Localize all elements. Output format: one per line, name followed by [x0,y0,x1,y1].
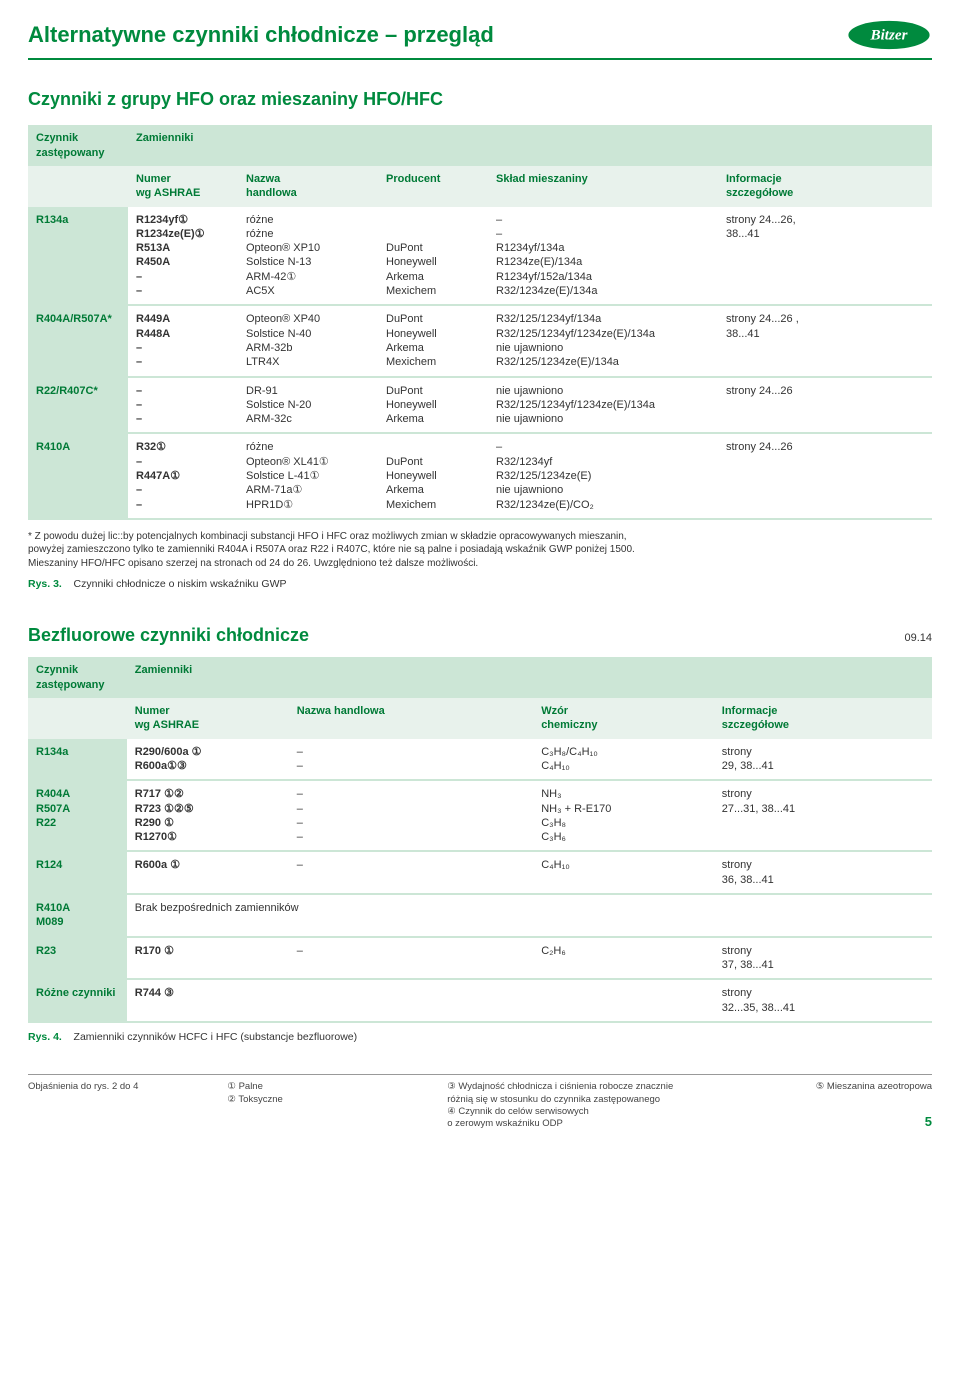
cell-trade-name: Opteon® XP40Solstice N-40ARM-32bLTR4X [238,305,378,376]
cell-ashrae: R1234yf①R1234ze(E)①R513AR450A–– [128,207,238,306]
cell-info: strony32...35, 38...41 [714,979,932,1022]
footer-mid2: ③ Wydajność chłodnicza i ciśnienia roboc… [439,1081,781,1130]
cell-ashrae: R600a ① [127,851,289,894]
page-header: Alternatywne czynniki chłodnicze – przeg… [28,18,932,60]
table-row: R134aR1234yf①R1234ze(E)①R513AR450A––różn… [28,207,932,306]
cell-refrigerant: R22/R407C* [28,377,128,434]
section1-footnote: * Z powodu dużej lic::by potencjalnych k… [28,530,932,571]
cell-trade-name: –– [289,739,533,781]
th-sub-ashrae: Numerwg ASHRAE [128,166,238,207]
table-row: R22/R407C*–––DR-91Solstice N-20ARM-32cDu… [28,377,932,434]
th2-c1: Czynnikzastępowany [28,657,127,698]
th2-sub-wzor: Wzórchemiczny [533,698,714,739]
table-hfo: Czynnikzastępowany Zamienniki Numerwg AS… [28,125,932,520]
cell-trade-name: różneOpteon® XL41①Solstice L-41①ARM-71a①… [238,433,378,518]
svg-text:Bitzer: Bitzer [870,28,908,44]
cell-refrigerant: R124 [28,851,127,894]
cell-trade-name: – [289,851,533,894]
cell-formula [533,979,714,1022]
th-sub-nazwa: Nazwahandlowa [238,166,378,207]
cell-trade-name: DR-91Solstice N-20ARM-32c [238,377,378,434]
table-row: Różne czynnikiR744 ③ strony32...35, 38...… [28,979,932,1022]
cell-info: strony37, 38...41 [714,937,932,980]
rys4: Rys. 4. Zamienniki czynników HCFC i HFC … [28,1031,932,1045]
section2-title-row: Bezfluorowe czynniki chłodnicze 09.14 [28,624,932,647]
section2-title: Bezfluorowe czynniki chłodnicze [28,624,309,647]
table-row: R410AR32①–R447A①––różneOpteon® XL41①Sols… [28,433,932,518]
cell-ashrae: ––– [128,377,238,434]
cell-refrigerant: R134a [28,739,127,781]
th2-sub-ashrae: Numerwg ASHRAE [127,698,289,739]
cell-producer: DuPontHoneywellArkemaMexichem [378,305,488,376]
cell-info: strony36, 38...41 [714,851,932,894]
th-sub-info: Informacjeszczegółowe [718,166,932,207]
footer: Objaśnienia do rys. 2 do 4 ① Palne ② Tok… [28,1074,932,1130]
table-row: R23R170 ①–C₂H₆strony37, 38...41 [28,937,932,980]
cell-formula: C₃H₈/C₄H₁₀C₄H₁₀ [533,739,714,781]
cell-trade-name: – [289,937,533,980]
table-row: R124R600a ①–C₄H₁₀strony36, 38...41 [28,851,932,894]
cell-producer: DuPontHoneywellArkemaMexichem [378,433,488,518]
cell-trade-name: –––– [289,780,533,851]
cell-trade-name [289,979,533,1022]
cell-ashrae: R32①–R447A①–– [128,433,238,518]
table-bezfluorowe: Czynnikzastępowany Zamienniki Numerwg AS… [28,657,932,1022]
th-c2: Zamienniki [128,125,932,166]
cell-no-replacement: Brak bezpośrednich zamienników [127,894,714,937]
cell-info: strony29, 38...41 [714,739,932,781]
cell-composition: ––R1234yf/134aR1234ze(E)/134aR1234yf/152… [488,207,718,306]
cell-formula: C₄H₁₀ [533,851,714,894]
cell-refrigerant: R134a [28,207,128,306]
th-sub-sklad: Skład mieszaniny [488,166,718,207]
th2-sub-info: Informacjeszczegółowe [714,698,932,739]
table-row: R404A/R507A*R449AR448A––Opteon® XP40Sols… [28,305,932,376]
cell-formula: C₂H₆ [533,937,714,980]
cell-info [714,894,932,937]
section1-title: Czynniki z grupy HFO oraz mieszaniny HFO… [28,88,932,111]
table-row: R404AR507AR22R717 ①②R723 ①②⑤R290 ①R1270①… [28,780,932,851]
cell-refrigerant: R410A [28,433,128,518]
cell-info: strony 24...26 ,38...41 [718,305,932,376]
page-number: 5 [789,1114,932,1131]
cell-info: strony 24...26 [718,377,932,434]
cell-refrigerant: R410AM089 [28,894,127,937]
table-row: R410AM089Brak bezpośrednich zamienników [28,894,932,937]
cell-ashrae: R170 ① [127,937,289,980]
cell-ashrae: R744 ③ [127,979,289,1022]
cell-composition: –R32/1234yfR32/125/1234ze(E)nie ujawnion… [488,433,718,518]
footer-left: Objaśnienia do rys. 2 do 4 [28,1081,219,1130]
cell-composition: R32/125/1234yf/134aR32/125/1234yf/1234ze… [488,305,718,376]
cell-refrigerant: R23 [28,937,127,980]
cell-ashrae: R717 ①②R723 ①②⑤R290 ①R1270① [127,780,289,851]
footer-mid1: ① Palne ② Toksyczne [219,1081,439,1130]
cell-refrigerant: Różne czynniki [28,979,127,1022]
table-row: R134aR290/600a ①R600a①③––C₃H₈/C₄H₁₀C₄H₁₀… [28,739,932,781]
cell-ashrae: R449AR448A–– [128,305,238,376]
cell-refrigerant: R404AR507AR22 [28,780,127,851]
th-c1: Czynnikzastępowany [28,125,128,166]
cell-info: strony 24...26,38...41 [718,207,932,306]
cell-composition: nie ujawnionoR32/125/1234yf/1234ze(E)/13… [488,377,718,434]
cell-producer: DuPontHoneywellArkema [378,377,488,434]
cell-trade-name: różneróżneOpteon® XP10Solstice N-13ARM-4… [238,207,378,306]
cell-ashrae: R290/600a ①R600a①③ [127,739,289,781]
th2-sub-handlowa: Nazwa handlowa [289,698,533,739]
rys3: Rys. 3. Czynniki chłodnicze o niskim wsk… [28,578,932,592]
cell-info: strony27...31, 38...41 [714,780,932,851]
cell-refrigerant: R404A/R507A* [28,305,128,376]
cell-info: strony 24...26 [718,433,932,518]
section2-date: 09.14 [904,631,932,645]
th-sub-producent: Producent [378,166,488,207]
bitzer-logo: Bitzer [846,18,932,52]
cell-producer: DuPontHoneywellArkemaMexichem [378,207,488,306]
cell-formula: NH₃NH₃ + R-E170C₃H₈C₃H₆ [533,780,714,851]
footer-right: ⑤ Mieszanina azeotropowa 5 [781,1081,932,1130]
th2-c2: Zamienniki [127,657,932,698]
page-title: Alternatywne czynniki chłodnicze – przeg… [28,21,494,50]
